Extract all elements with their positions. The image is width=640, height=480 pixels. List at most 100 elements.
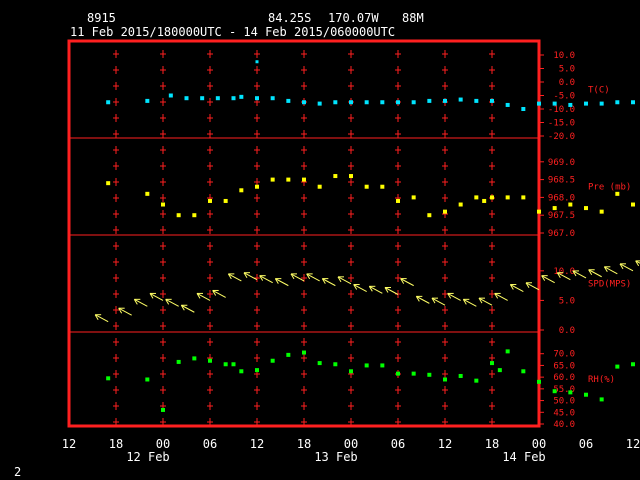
- y-axis-label: T(C): [588, 86, 610, 96]
- wind-vector: [118, 307, 132, 316]
- y-tick-label: 968.0: [548, 193, 575, 203]
- pressure-point: [584, 206, 588, 211]
- temperature-point: [584, 101, 588, 106]
- wind-arrowhead: [635, 260, 640, 267]
- wind-vector: [604, 266, 618, 275]
- rh-point: [497, 368, 502, 373]
- wind-arrowhead: [494, 293, 499, 299]
- rh-point: [411, 371, 416, 376]
- day-label: 13 Feb: [314, 450, 357, 464]
- wind-vector: [619, 263, 634, 272]
- rh-point: [192, 356, 197, 361]
- temperature-point: [333, 100, 338, 105]
- rh-point: [302, 350, 306, 355]
- pressure-point: [490, 195, 494, 200]
- wind-vector: [149, 292, 164, 301]
- rh-point: [270, 358, 275, 363]
- wind-arrowhead: [165, 299, 170, 305]
- pressure-point: [521, 195, 526, 200]
- y-axis-label: Pre (mb): [588, 183, 631, 193]
- temperature-point: [239, 94, 244, 99]
- pressure-point: [255, 184, 259, 189]
- pressure-point: [458, 202, 463, 207]
- y-tick-label: 70.0: [553, 350, 575, 360]
- pressure-point: [411, 195, 416, 200]
- rh-point: [231, 362, 236, 367]
- wind-vector: [635, 260, 640, 264]
- temperature-point: [231, 96, 236, 101]
- temperature-point: [286, 98, 291, 103]
- rh-point: [239, 369, 244, 374]
- pressure-point: [552, 206, 557, 211]
- wind-vector: [228, 273, 242, 282]
- wind-arrowhead: [306, 273, 311, 280]
- wind-arrowhead: [447, 293, 452, 299]
- latitude: 84.25S: [268, 11, 311, 25]
- wind-vector: [557, 272, 571, 281]
- wind-arrowhead: [415, 296, 420, 302]
- wind-arrowhead: [227, 273, 232, 280]
- wind-vector: [259, 275, 273, 284]
- y-tick-label: 967.5: [548, 211, 575, 221]
- rh-point: [349, 369, 353, 374]
- wind-arrowhead: [243, 272, 248, 278]
- wind-vector: [572, 270, 587, 279]
- wind-vector: [353, 284, 367, 292]
- wind-vector: [431, 297, 446, 306]
- wind-arrowhead: [353, 284, 358, 290]
- wind-vector: [212, 290, 226, 298]
- temperature-point: [537, 101, 541, 106]
- y-tick-label: 50.0: [553, 397, 575, 407]
- wind-arrowhead: [321, 278, 326, 284]
- wind-vector: [525, 282, 540, 291]
- wind-arrowhead: [462, 299, 467, 305]
- wind-arrowhead: [94, 314, 99, 320]
- rh-point: [427, 372, 432, 377]
- wind-vector: [134, 298, 148, 307]
- rh-point: [584, 392, 588, 397]
- rh-point: [537, 379, 541, 384]
- temperature-point: [380, 100, 385, 105]
- rh-point: [631, 362, 635, 367]
- temperature-point: [427, 98, 432, 103]
- rh-point: [208, 358, 212, 363]
- grid-ticks: [113, 50, 495, 426]
- wind-vector: [196, 292, 211, 301]
- pressure-point: [208, 198, 212, 203]
- temperature-point: [215, 96, 220, 101]
- wind-vector: [541, 275, 555, 284]
- temperature-point: [184, 96, 189, 101]
- y-axis-label: SPD(MPS): [588, 280, 631, 290]
- wind-arrowhead: [196, 293, 201, 299]
- rh-point: [521, 369, 526, 374]
- wind-arrowhead: [400, 278, 405, 284]
- wind-arrowhead: [431, 297, 436, 304]
- temperature-point: [255, 96, 259, 101]
- y-axis-label: RH(%): [588, 375, 615, 385]
- temperature-point: [490, 98, 494, 103]
- pressure-point: [380, 184, 385, 189]
- y-tick-label: -5.0: [553, 92, 575, 102]
- wind-vector: [337, 276, 352, 285]
- wind-arrowhead: [541, 275, 546, 281]
- temperature-point: [302, 100, 306, 105]
- wind-vector: [400, 278, 414, 287]
- wind-vector: [165, 298, 179, 307]
- corner-label: 2: [14, 465, 21, 479]
- wind-arrowhead: [274, 278, 279, 284]
- x-tick-label: 00: [344, 437, 358, 451]
- wind-vector: [416, 295, 430, 304]
- pressure-point: [286, 177, 291, 182]
- wind-arrowhead: [509, 284, 514, 290]
- wind-vector: [494, 292, 508, 301]
- rh-point: [333, 362, 338, 367]
- pressure-point: [349, 174, 353, 179]
- y-tick-label: 5.0: [559, 296, 575, 306]
- y-tick-label: 5.0: [559, 65, 575, 75]
- pressure-point: [192, 213, 197, 218]
- rh-point: [505, 349, 510, 354]
- x-tick-label: 06: [391, 437, 405, 451]
- temperature-point: [599, 101, 604, 106]
- longitude: 170.07W: [328, 11, 379, 25]
